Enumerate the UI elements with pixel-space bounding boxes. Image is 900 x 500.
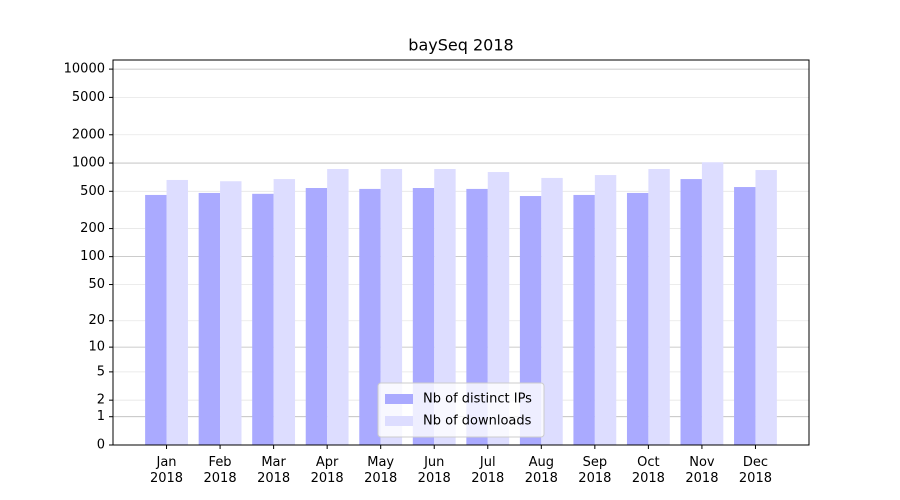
x-tick-label: Jun 2018 xyxy=(418,455,451,486)
x-tick-label: May 2018 xyxy=(364,455,397,486)
bar xyxy=(380,169,403,446)
legend-box xyxy=(377,382,545,438)
x-tick-label: Oct 2018 xyxy=(632,455,665,486)
bar xyxy=(305,188,328,445)
bar xyxy=(327,169,349,446)
y-tick-label: 5000 xyxy=(72,90,105,105)
y-tick-label: 100 xyxy=(80,249,105,264)
bar xyxy=(434,169,456,446)
bar xyxy=(701,162,724,445)
bar xyxy=(573,194,595,445)
x-tick-label: Sep 2018 xyxy=(578,455,611,486)
bar xyxy=(220,181,242,445)
chart-title: baySeq 2018 xyxy=(408,36,513,55)
bar xyxy=(166,179,188,446)
y-tick-label: 1000 xyxy=(72,156,105,171)
legend-swatch xyxy=(385,416,413,426)
y-tick-label: 2 xyxy=(97,393,105,408)
bar xyxy=(594,175,617,445)
x-tick-label: Jul 2018 xyxy=(471,455,504,486)
bar xyxy=(734,187,756,445)
y-tick-label: 20 xyxy=(88,313,105,328)
y-tick-label: 500 xyxy=(80,184,105,199)
bar xyxy=(198,192,221,445)
legend-label: Nb of distinct IPs xyxy=(423,392,532,407)
x-tick-label: Nov 2018 xyxy=(685,455,718,486)
bar xyxy=(412,188,435,445)
bar xyxy=(648,169,670,446)
y-tick-label: 2000 xyxy=(72,127,105,142)
legend-label: Nb of downloads xyxy=(423,414,532,429)
bar xyxy=(755,170,777,445)
bar xyxy=(145,194,167,445)
y-tick-label: 0 xyxy=(97,438,105,453)
y-tick-label: 10 xyxy=(88,340,105,355)
x-tick-label: Aug 2018 xyxy=(525,455,558,486)
plot-frame xyxy=(112,59,810,446)
bar xyxy=(487,172,510,445)
x-tick-label: Jan 2018 xyxy=(150,455,183,486)
y-tick-label: 50 xyxy=(88,277,105,292)
y-tick-label: 200 xyxy=(80,221,105,236)
x-tick-label: Dec 2018 xyxy=(739,455,772,486)
bar xyxy=(680,179,702,445)
bar xyxy=(541,177,563,445)
y-tick-label: 1 xyxy=(97,409,105,424)
x-tick-label: Feb 2018 xyxy=(204,455,237,486)
x-tick-label: Apr 2018 xyxy=(311,455,344,486)
y-tick-label: 5 xyxy=(97,364,105,379)
bar xyxy=(273,179,296,445)
bar xyxy=(252,193,274,445)
bar xyxy=(359,188,381,446)
bar xyxy=(466,188,488,446)
legend-swatch xyxy=(385,394,413,404)
y-tick-label: 10000 xyxy=(64,62,105,77)
bar xyxy=(626,192,649,445)
x-tick-label: Mar 2018 xyxy=(257,455,290,486)
